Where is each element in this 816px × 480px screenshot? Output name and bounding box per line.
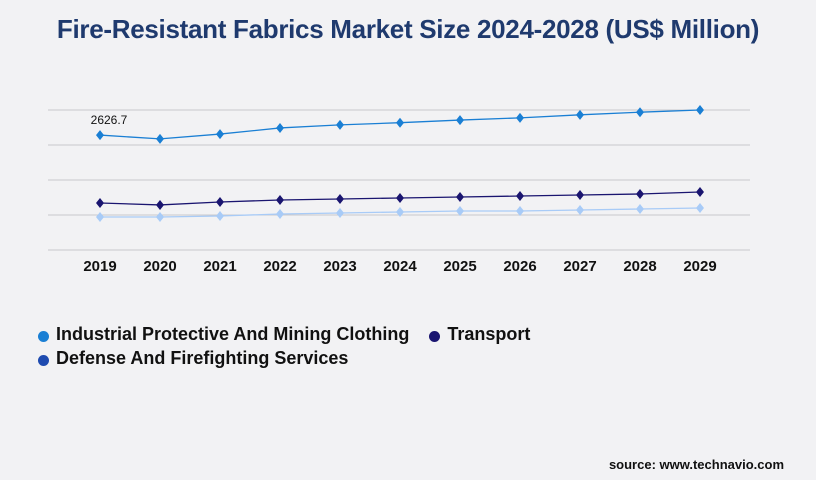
x-tick-label: 2025 [443,258,476,275]
x-tick-label: 2026 [503,258,536,275]
data-point [516,206,524,217]
x-tick-label: 2022 [263,258,296,275]
data-point [396,192,404,203]
data-point [636,107,644,118]
source-note: source: www.technavio.com [608,457,784,472]
x-tick-label: 2021 [203,258,236,275]
legend-label: Transport [447,324,531,344]
data-point [216,211,224,222]
data-point [216,197,224,208]
data-point [696,203,704,213]
data-point [576,190,584,201]
chart-title: Fire-Resistant Fabrics Market Size 2024-… [56,14,760,44]
x-tick-label: 2023 [323,258,356,275]
x-tick-label: 2027 [563,258,596,275]
data-point [216,129,224,140]
legend-marker-icon [429,330,441,342]
data-point [96,130,104,141]
data-point [696,105,704,115]
x-tick-label: 2028 [623,258,656,275]
data-point [636,189,644,199]
x-tick-label: 2019 [83,258,116,275]
data-point [276,208,284,219]
data-point [516,112,524,123]
data-point [336,207,344,218]
data-point [396,206,404,217]
data-point [156,199,164,210]
data-point [96,212,104,223]
legend-marker-icon [38,330,49,342]
data-point [96,198,104,209]
data-point [636,204,644,215]
data-label: 2626.7 [91,113,128,127]
data-point [576,205,584,216]
data-point [336,193,344,204]
data-point [576,109,584,120]
line-chart: 2019 2020 2021 2022 2023 2024 2025 2026 2027 2028… [48,105,750,275]
x-tick-label: 2029 [683,258,716,275]
data-point [276,194,284,205]
data-point [336,119,344,130]
data-point [456,115,464,126]
data-point [696,186,704,197]
data-point [396,117,404,128]
legend-item-defense: Defense And Firefighting Services [38,348,348,369]
legend-marker-icon [38,354,49,366]
legend-label: Industrial Protective And Mining Clothin… [56,324,410,344]
data-point [276,122,284,133]
x-tick-label: 2020 [143,258,176,275]
legend-label: Defense And Firefighting Services [56,348,349,368]
data-point [156,212,164,223]
data-point [456,206,464,217]
data-point [156,133,164,144]
x-tick-label: 2024 [383,258,417,275]
data-point [516,191,524,202]
data-point [456,192,464,203]
legend-item-industrial: Industrial Protective And Mining Clothin… [38,324,530,345]
